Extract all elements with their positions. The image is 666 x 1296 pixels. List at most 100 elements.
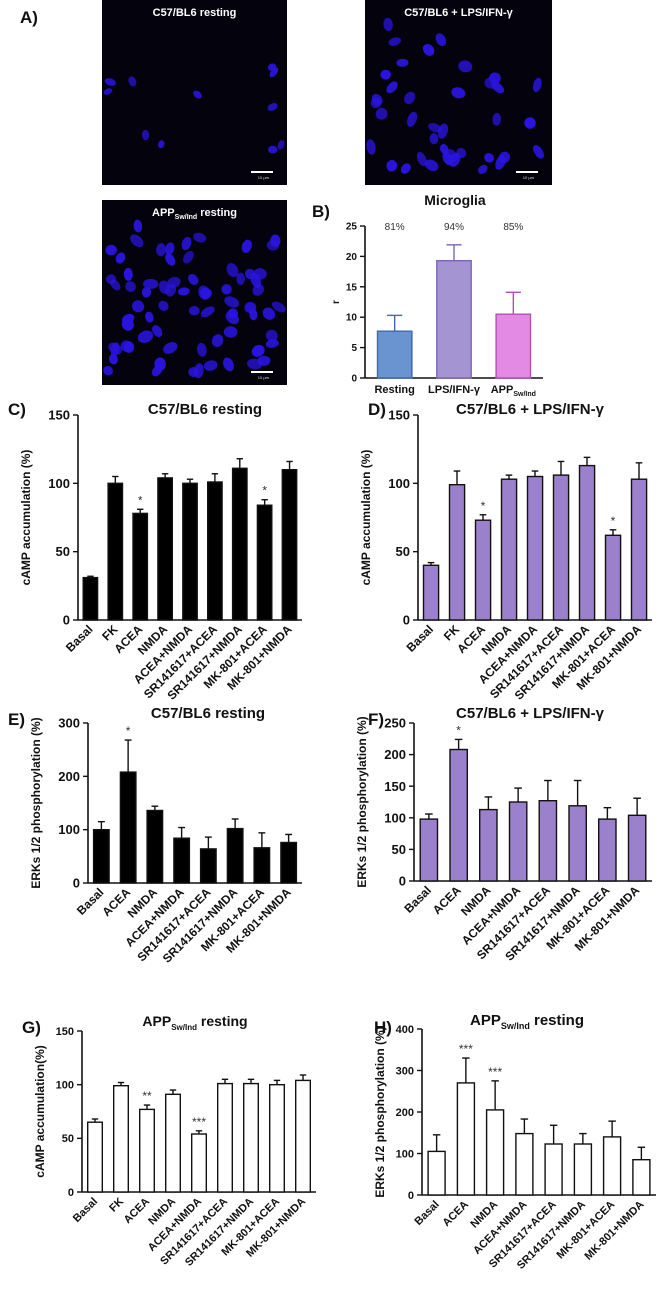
y-tick-label: 100 — [396, 1148, 414, 1160]
nuclei-stain — [103, 219, 286, 379]
bar — [456, 1082, 476, 1196]
cell-nucleus — [181, 236, 192, 251]
cell-nucleus — [386, 159, 398, 172]
cell-nucleus — [491, 81, 505, 94]
chart-title-text: APP — [470, 1012, 501, 1029]
bar — [199, 848, 217, 884]
x-tick-label: FK — [107, 1196, 126, 1215]
cell-nucleus — [141, 129, 150, 141]
chart-app-resting-camp: APPSw/Ind resting 0 50 100 150 cAMP accumulat… — [33, 1013, 316, 1269]
cell-nucleus — [133, 219, 143, 233]
micrograph-caption: C57/BL6 + LPS/IFN-γ — [404, 7, 513, 19]
cell-nucleus — [223, 357, 234, 372]
cell-nucleus — [422, 43, 435, 56]
y-tick-label: 50 — [396, 544, 410, 559]
chart-title: C57/BL6 resting — [151, 705, 265, 722]
cell-nucleus — [268, 145, 278, 154]
cell-nucleus — [165, 283, 177, 297]
bar — [515, 1132, 534, 1196]
y-tick-label: 10 — [346, 313, 358, 324]
cell-nucleus — [396, 58, 409, 67]
bar — [157, 477, 173, 621]
cell-nucleus — [130, 234, 144, 248]
y-tick-label: 150 — [48, 408, 70, 423]
cell-nucleus — [137, 330, 154, 343]
x-tick-label-text: APP — [491, 384, 514, 396]
cell-nucleus — [108, 342, 122, 355]
data-annotation: *** — [459, 1042, 473, 1056]
cell-nucleus — [269, 67, 279, 78]
bar — [82, 576, 99, 621]
x-tick-label: LPS/IFN-γ — [428, 384, 481, 396]
cell-nucleus — [193, 232, 207, 243]
chart-title-text: C57/BL6 resting — [148, 401, 262, 418]
cell-nucleus — [383, 17, 393, 32]
data-annotation: * — [611, 514, 616, 528]
chart-title: Microglia — [424, 192, 486, 208]
cell-nucleus — [375, 107, 388, 120]
chart-title-text: C57/BL6 resting — [151, 705, 265, 722]
scale-bar — [251, 171, 273, 173]
bar — [281, 468, 298, 621]
chart-title: C57/BL6 resting — [148, 401, 262, 418]
cell-nucleus — [158, 300, 169, 311]
chart-title-text: C57/BL6 + LPS/IFN-γ — [456, 705, 605, 722]
bar — [602, 1136, 622, 1196]
bar — [419, 818, 439, 882]
y-tick-label: 250 — [384, 716, 406, 731]
y-tick-label: 200 — [396, 1107, 414, 1119]
cell-nucleus — [226, 263, 239, 278]
cell-nucleus — [495, 154, 506, 170]
cell-nucleus — [224, 296, 240, 308]
cell-nucleus — [123, 341, 135, 353]
cell-nucleus — [196, 342, 207, 357]
y-axis-label: cAMP accumulation(%) — [33, 1045, 47, 1177]
bar — [544, 1143, 563, 1196]
bar — [604, 534, 622, 621]
data-annotation: * — [138, 493, 143, 507]
cell-nucleus — [533, 145, 544, 159]
bar — [295, 1079, 312, 1193]
cell-nucleus — [152, 325, 163, 338]
cell-nucleus — [193, 90, 202, 99]
data-annotation: * — [481, 499, 486, 513]
y-tick-label: 0 — [351, 374, 357, 385]
cell-nucleus — [442, 151, 453, 166]
nuclei-stain — [103, 63, 285, 154]
data-annotation: 85% — [503, 222, 523, 233]
scale-bar-label: 10 µm — [257, 175, 269, 180]
cell-nucleus — [221, 284, 232, 295]
y-tick-label: 50 — [56, 544, 70, 559]
nuclei-stain — [366, 17, 544, 174]
bar — [253, 847, 271, 884]
y-tick-label: 300 — [58, 716, 80, 731]
bar — [138, 1108, 155, 1193]
y-axis-label: ERKs 1/2 phosphorylation (%) — [29, 717, 43, 888]
cell-nucleus — [211, 334, 224, 348]
cell-nucleus — [380, 69, 391, 80]
bar — [190, 1133, 207, 1193]
cell-nucleus — [277, 140, 285, 150]
data-annotation: * — [262, 484, 267, 498]
chart-title-suffix: resting — [530, 1012, 584, 1029]
data-annotation: * — [456, 723, 461, 737]
cell-nucleus — [132, 300, 145, 313]
bar — [526, 475, 544, 621]
y-tick-label: 150 — [388, 408, 410, 423]
scale-bar — [516, 171, 538, 173]
bar — [242, 1082, 259, 1193]
chart-title-text: Microglia — [424, 192, 486, 208]
cell-nucleus — [404, 91, 416, 104]
y-tick-label: 100 — [388, 476, 410, 491]
cell-nucleus — [103, 365, 113, 376]
y-tick-label: 0 — [399, 874, 406, 889]
cell-nucleus — [388, 37, 402, 46]
y-tick-label: 200 — [384, 747, 406, 762]
chart-app-resting-erk: APPSw/Ind resting 0 100 200 300 400 ERKs 1/2 p… — [373, 1012, 656, 1272]
cell-nucleus — [266, 239, 280, 251]
bar — [280, 841, 298, 884]
cell-nucleus — [163, 341, 178, 354]
bar — [86, 1121, 103, 1193]
bar — [164, 1093, 181, 1193]
x-tick-label-subscript: Sw/Ind — [513, 391, 536, 398]
